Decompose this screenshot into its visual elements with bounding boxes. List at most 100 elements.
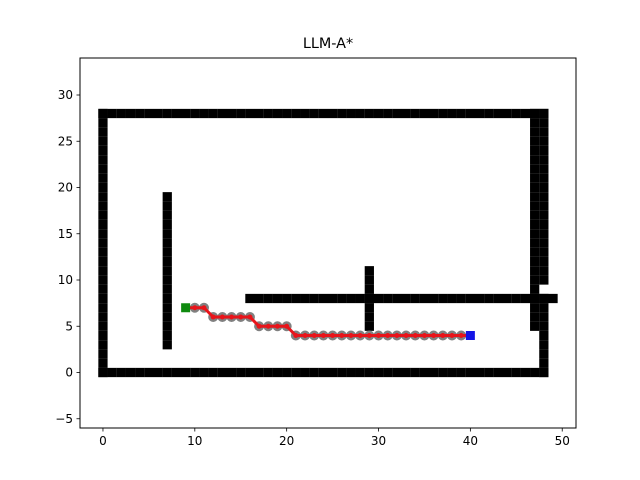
obstacle-cell [419, 367, 430, 378]
obstacle-cell [98, 145, 108, 156]
path-point [201, 305, 207, 311]
obstacle-cell [520, 293, 531, 304]
obstacle-cell [171, 108, 182, 119]
obstacle-cell [98, 275, 108, 285]
path-point [385, 333, 391, 338]
obstacle-cell [539, 266, 549, 276]
obstacle-cell [226, 108, 237, 119]
obstacle-cell [419, 293, 430, 304]
start-marker [181, 303, 191, 313]
obstacle-cell [254, 367, 264, 378]
obstacle-cell [190, 108, 200, 119]
x-tick-label: 30 [371, 434, 386, 448]
obstacle-cell [245, 293, 255, 304]
obstacle-cell [135, 108, 145, 119]
obstacle-cell [456, 367, 466, 378]
path-point [192, 305, 198, 311]
y-tick-label: 30 [58, 88, 73, 102]
obstacle-cell [373, 367, 384, 378]
obstacle-cell [272, 293, 283, 304]
obstacle-cell [530, 303, 540, 313]
obstacle-cell [484, 293, 494, 304]
obstacle-cell [245, 367, 255, 378]
obstacle-cell [530, 127, 540, 137]
y-tick-label: 5 [65, 319, 73, 333]
obstacle-cell [465, 108, 475, 119]
obstacle-cell [208, 108, 218, 119]
path-point [348, 333, 354, 338]
obstacle-cell [98, 201, 108, 211]
obstacle-cell [272, 108, 283, 119]
y-tick-label: 15 [58, 227, 73, 241]
x-tick-label: 40 [463, 434, 478, 448]
obstacle-cell [530, 145, 540, 156]
obstacle-cell [355, 108, 365, 119]
obstacle-cell [484, 108, 494, 119]
obstacle-cell [383, 367, 393, 378]
obstacle-cell [493, 367, 503, 378]
obstacle-cell [410, 367, 420, 378]
y-tick-label: −5 [55, 412, 73, 426]
obstacle-cell [530, 312, 540, 322]
obstacle-cell [438, 367, 448, 378]
path-point [449, 333, 455, 338]
x-tick-label: 20 [279, 434, 294, 448]
obstacle-cell [530, 108, 540, 119]
y-tick-label: 25 [58, 134, 73, 148]
path-point [265, 323, 271, 329]
obstacle-cell [327, 293, 338, 304]
obstacle-cell [530, 118, 540, 128]
obstacle-cell [419, 108, 430, 119]
obstacle-cell [162, 275, 172, 285]
obstacle-cell [530, 256, 540, 267]
obstacle-cell [162, 321, 172, 331]
obstacle-cell [300, 293, 310, 304]
path-point [229, 314, 235, 320]
obstacle-cell [162, 266, 172, 276]
path-point [394, 333, 400, 338]
obstacle-cell [98, 164, 108, 174]
x-axis: 0 10 20 30 40 50 [99, 428, 570, 448]
obstacle-cell [539, 303, 549, 313]
obstacle-cell [98, 293, 108, 304]
obstacle-cell [511, 108, 521, 119]
path-point [210, 314, 216, 320]
obstacle-cell [98, 303, 108, 313]
obstacle-cell [373, 108, 384, 119]
obstacle-cell [493, 108, 503, 119]
obstacle-cell [539, 247, 549, 257]
obstacle-cell [392, 108, 402, 119]
obstacle-cell [162, 238, 172, 248]
obstacle-cell [171, 367, 182, 378]
path-point [339, 333, 345, 338]
obstacle-cell [447, 367, 457, 378]
obstacle-cell [530, 293, 540, 304]
obstacle-cell [162, 201, 172, 211]
obstacle-cell [539, 358, 549, 368]
path-point [366, 333, 372, 338]
obstacle-cell [539, 256, 549, 267]
obstacle-cell [162, 210, 172, 220]
obstacle-cell [217, 108, 227, 119]
obstacle-cell [539, 367, 549, 378]
obstacle-cell [355, 367, 365, 378]
obstacle-cell [98, 182, 108, 193]
path-point [247, 314, 253, 320]
obstacle-cell [98, 219, 108, 230]
obstacle-cell [539, 118, 549, 128]
obstacle-cell [346, 367, 356, 378]
obstacle-cell [383, 293, 393, 304]
obstacle-cell [236, 108, 246, 119]
obstacle-cell [392, 367, 402, 378]
path-point [219, 314, 225, 320]
y-tick-label: 0 [65, 366, 73, 380]
obstacle-cell [530, 219, 540, 230]
obstacle-cell [217, 367, 227, 378]
obstacle-cell [125, 108, 136, 119]
obstacle-cell [300, 108, 310, 119]
obstacle-cell [539, 219, 549, 230]
obstacle-cell [162, 256, 172, 267]
obstacle-cell [548, 293, 558, 304]
obstacle-cell [153, 367, 163, 378]
obstacle-cell [181, 367, 191, 378]
